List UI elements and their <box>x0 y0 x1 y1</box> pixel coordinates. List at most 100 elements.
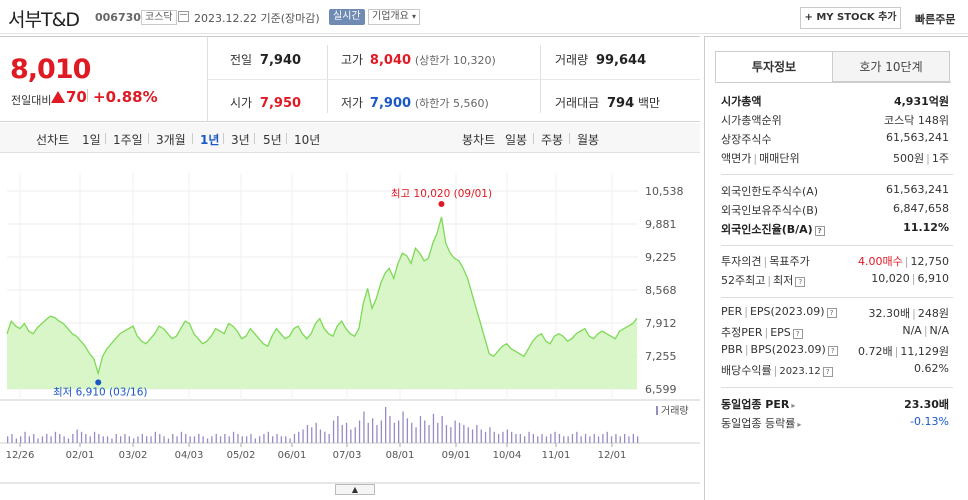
help-icon[interactable]: ? <box>792 329 803 339</box>
volume-bar <box>345 422 348 444</box>
divider: | <box>753 152 758 165</box>
unit-label: 매매단위 <box>759 152 800 165</box>
tab-3month[interactable]: 3개월 <box>156 133 186 147</box>
sector-change-row[interactable]: 동일업종 등락률 ▸ -0.13% <box>721 415 949 433</box>
chart-expand-button[interactable]: ▲ <box>335 484 375 495</box>
volume-bar <box>337 416 339 443</box>
volume-bar <box>263 434 265 443</box>
tab-investment-info[interactable]: 투자정보 <box>715 51 833 82</box>
sector-per-row[interactable]: 동일업종 PER ▸ 23.30배 <box>721 396 949 414</box>
volume-bar <box>215 434 217 443</box>
tab-1year[interactable]: 1년 <box>200 133 220 147</box>
volume-bar <box>250 434 252 443</box>
divider <box>105 133 106 144</box>
volume-bar <box>458 422 461 444</box>
volume-bar <box>372 418 374 444</box>
foreign-hold-value: 6,847,658 <box>893 202 949 215</box>
up-triangle-icon <box>51 91 65 103</box>
volume-bar <box>524 436 526 444</box>
x-tick-label: 11/01 <box>542 450 571 461</box>
est-per-value: N/A <box>902 324 922 337</box>
foreign-limit-value: 61,563,241 <box>886 183 949 196</box>
volume-bar <box>493 431 495 444</box>
volume-bar <box>76 429 78 443</box>
tab-daily-candle[interactable]: 일봉 <box>505 133 528 147</box>
volume-bar <box>159 434 161 443</box>
help-icon[interactable]: ? <box>826 308 837 318</box>
volume-bar <box>332 420 335 443</box>
help-icon[interactable]: ? <box>822 367 833 377</box>
tab-10year[interactable]: 10년 <box>294 133 321 147</box>
pbr-label: PBR <box>721 343 743 356</box>
volume-bar <box>424 420 426 443</box>
quick-order-button[interactable]: 빠른주문 <box>915 13 956 26</box>
sector-change-label-text: 동일업종 등락률 <box>721 417 796 430</box>
volume-bar <box>506 429 508 443</box>
volume-bar <box>519 434 521 443</box>
price-summary: 8,010 전일대비 70 +0.88% 전일 7,940 고가 8,040 (… <box>0 36 700 122</box>
volume-bar <box>311 427 313 444</box>
volume-bar <box>315 422 317 444</box>
par-unit-label: 액면가 | 매매단위 <box>721 150 800 166</box>
volume-bar <box>206 438 209 443</box>
volume-bar <box>193 436 196 444</box>
tab-monthly-candle[interactable]: 월봉 <box>577 133 600 147</box>
tab-order-book[interactable]: 호가 10단계 <box>832 51 950 82</box>
market-cap-label: 시가총액 <box>721 95 762 108</box>
volume-bar <box>111 438 113 443</box>
realtime-badge[interactable]: 실시간 <box>329 9 365 25</box>
divider <box>192 133 193 144</box>
price-chart[interactable]: 10,538 9,881 9,225 8,568 7,912 7,255 6,599 12/… <box>0 153 700 484</box>
help-icon[interactable]: ? <box>795 277 806 287</box>
pbr-bps-row: PBR | BPS(2023.09)? 0.72배 | 11,129원 <box>721 343 949 361</box>
market-badge: 코스닥 <box>141 10 177 25</box>
stock-code: 006730 <box>95 11 141 24</box>
tab-weekly-candle[interactable]: 주봉 <box>541 133 564 147</box>
quote-low: 저가 7,900 (하한가 5,560) <box>341 94 489 111</box>
dividend-value: 0.62% <box>914 362 949 375</box>
quote-amount-value: 794 <box>607 96 635 111</box>
volume-bar <box>324 431 326 444</box>
divider <box>87 89 88 102</box>
divider: | <box>763 255 768 268</box>
company-overview-label: 기업개요 <box>372 11 409 22</box>
volume-bar <box>528 431 530 444</box>
divider <box>254 133 255 144</box>
volume-bar <box>228 436 230 444</box>
bps-label: BPS(2023.09) <box>750 343 826 356</box>
volume-bar <box>33 434 35 443</box>
tab-5year[interactable]: 5년 <box>263 133 282 147</box>
volume-bar <box>463 425 465 443</box>
volume-bar <box>241 436 243 444</box>
x-tick-label: 07/03 <box>333 450 362 461</box>
market-cap-rank-value: 코스닥 148위 <box>884 114 949 127</box>
tab-1day[interactable]: 1일 <box>82 133 101 147</box>
my-stock-add-button[interactable]: + MY STOCK 추가 <box>800 7 901 29</box>
x-tick-label: 12/26 <box>6 450 35 461</box>
divider: | <box>894 345 899 358</box>
quote-open: 시가 7,950 <box>230 94 301 111</box>
company-overview-button[interactable]: 기업개요 ▾ <box>368 9 421 25</box>
divider <box>721 174 953 175</box>
candle-chart-label: 봉차트 <box>462 133 496 147</box>
help-icon[interactable]: ? <box>814 226 825 236</box>
divider: | <box>773 364 778 377</box>
x-tick-label: 05/02 <box>227 450 256 461</box>
volume-bar <box>558 434 561 443</box>
tab-3year[interactable]: 3년 <box>231 133 250 147</box>
volume-bar <box>545 436 548 444</box>
quote-prev: 전일 7,940 <box>230 51 301 68</box>
w52-low-value: 6,910 <box>917 272 950 285</box>
x-tick-label: 02/01 <box>66 450 95 461</box>
divider <box>207 37 208 121</box>
volume-bar <box>163 436 165 444</box>
listed-shares-label: 상장주식수 <box>721 133 772 146</box>
help-icon[interactable]: ? <box>827 346 838 356</box>
x-tick-label: 12/01 <box>598 450 627 461</box>
volume-bar <box>363 411 365 443</box>
volume-bar <box>480 429 482 443</box>
opinion-label: 투자의견 <box>721 255 762 268</box>
tab-1week[interactable]: 1주일 <box>113 133 143 147</box>
dividend-label: 배당수익률 <box>721 364 772 377</box>
volume-bar <box>37 438 39 443</box>
